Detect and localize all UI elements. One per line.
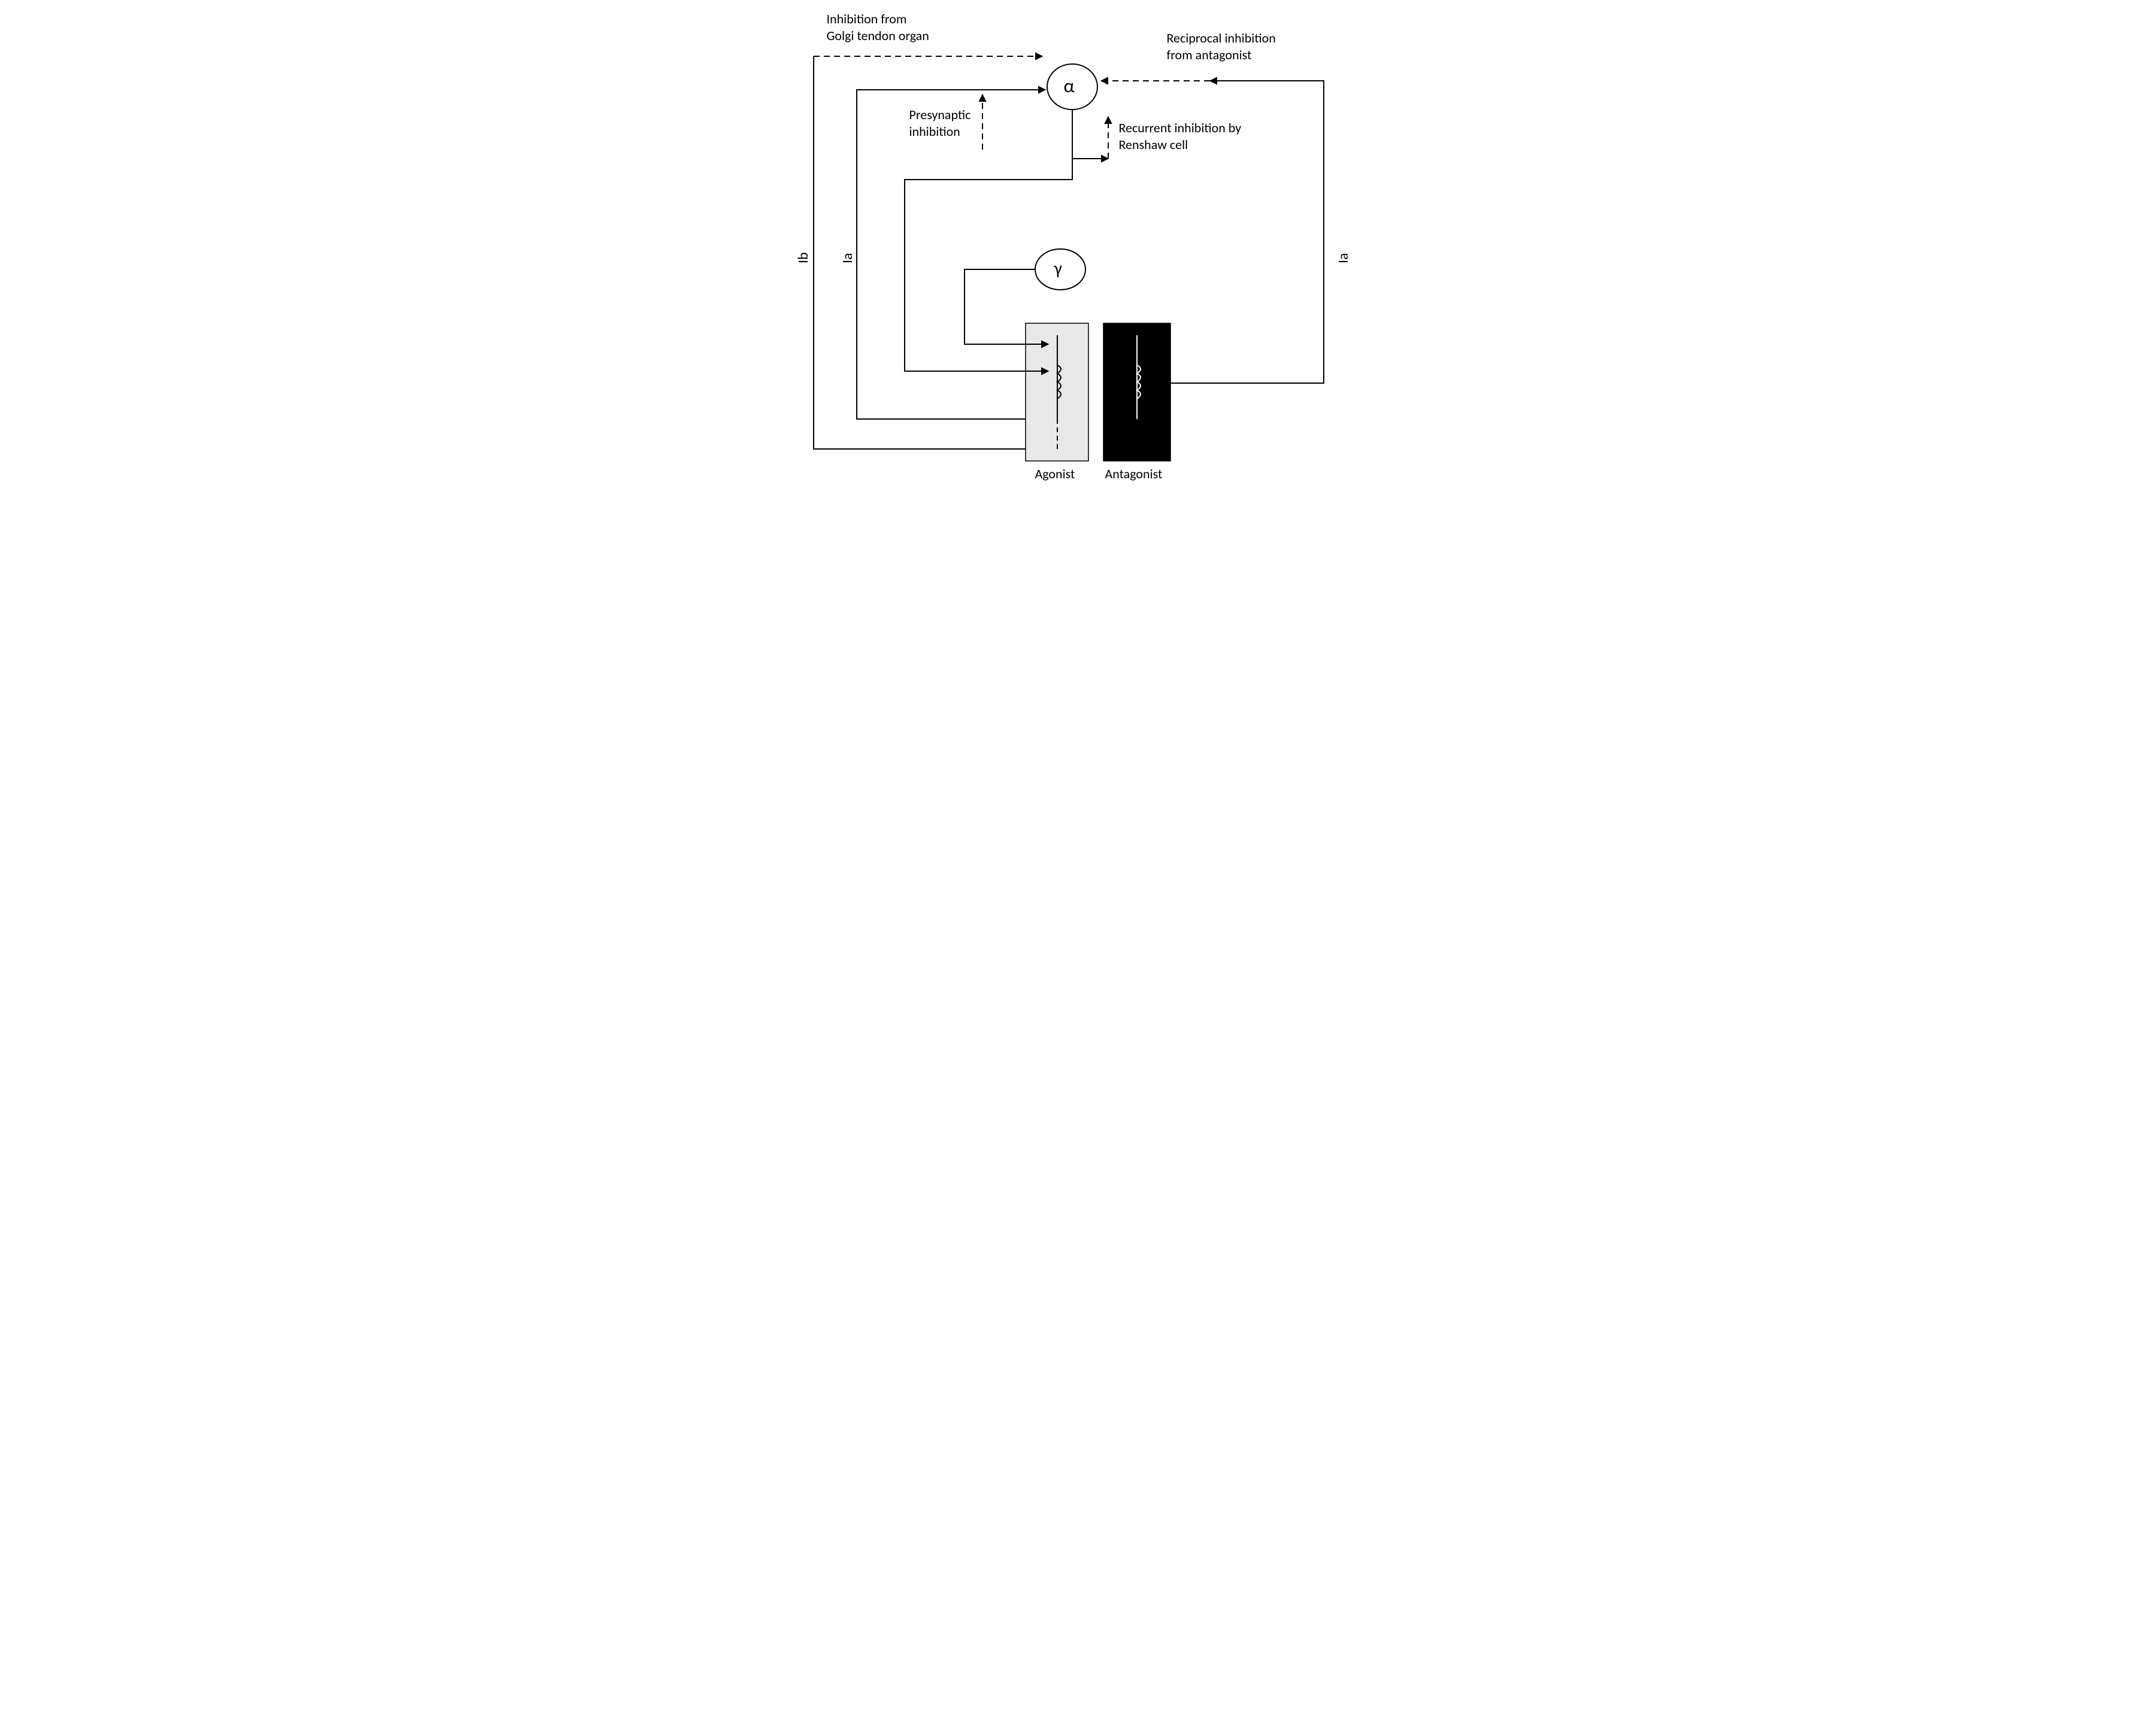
ia-left-label: Ia (839, 253, 857, 263)
antagonist-label: Antagonist (1105, 466, 1163, 482)
gamma-label: γ (1054, 257, 1062, 280)
renshaw-branch (1072, 117, 1108, 159)
golgi-label: Inhibition from Golgi tendon organ (827, 11, 929, 44)
diagram-svg (767, 0, 1366, 491)
ib-label: Ib (794, 252, 812, 263)
recurrent-label: Recurrent inhibition by Renshaw cell (1119, 120, 1242, 153)
presynaptic-label: Presynaptic inhibition (909, 107, 971, 139)
ia-right-label: Ia (1335, 253, 1352, 263)
alpha-label: α (1064, 74, 1075, 98)
agonist-label: Agonist (1035, 466, 1075, 482)
diagram-canvas: α γ Inhibition from Golgi tendon organ R… (767, 0, 1366, 491)
reciprocal-label: Reciprocal inhibition from antagonist (1167, 30, 1276, 63)
